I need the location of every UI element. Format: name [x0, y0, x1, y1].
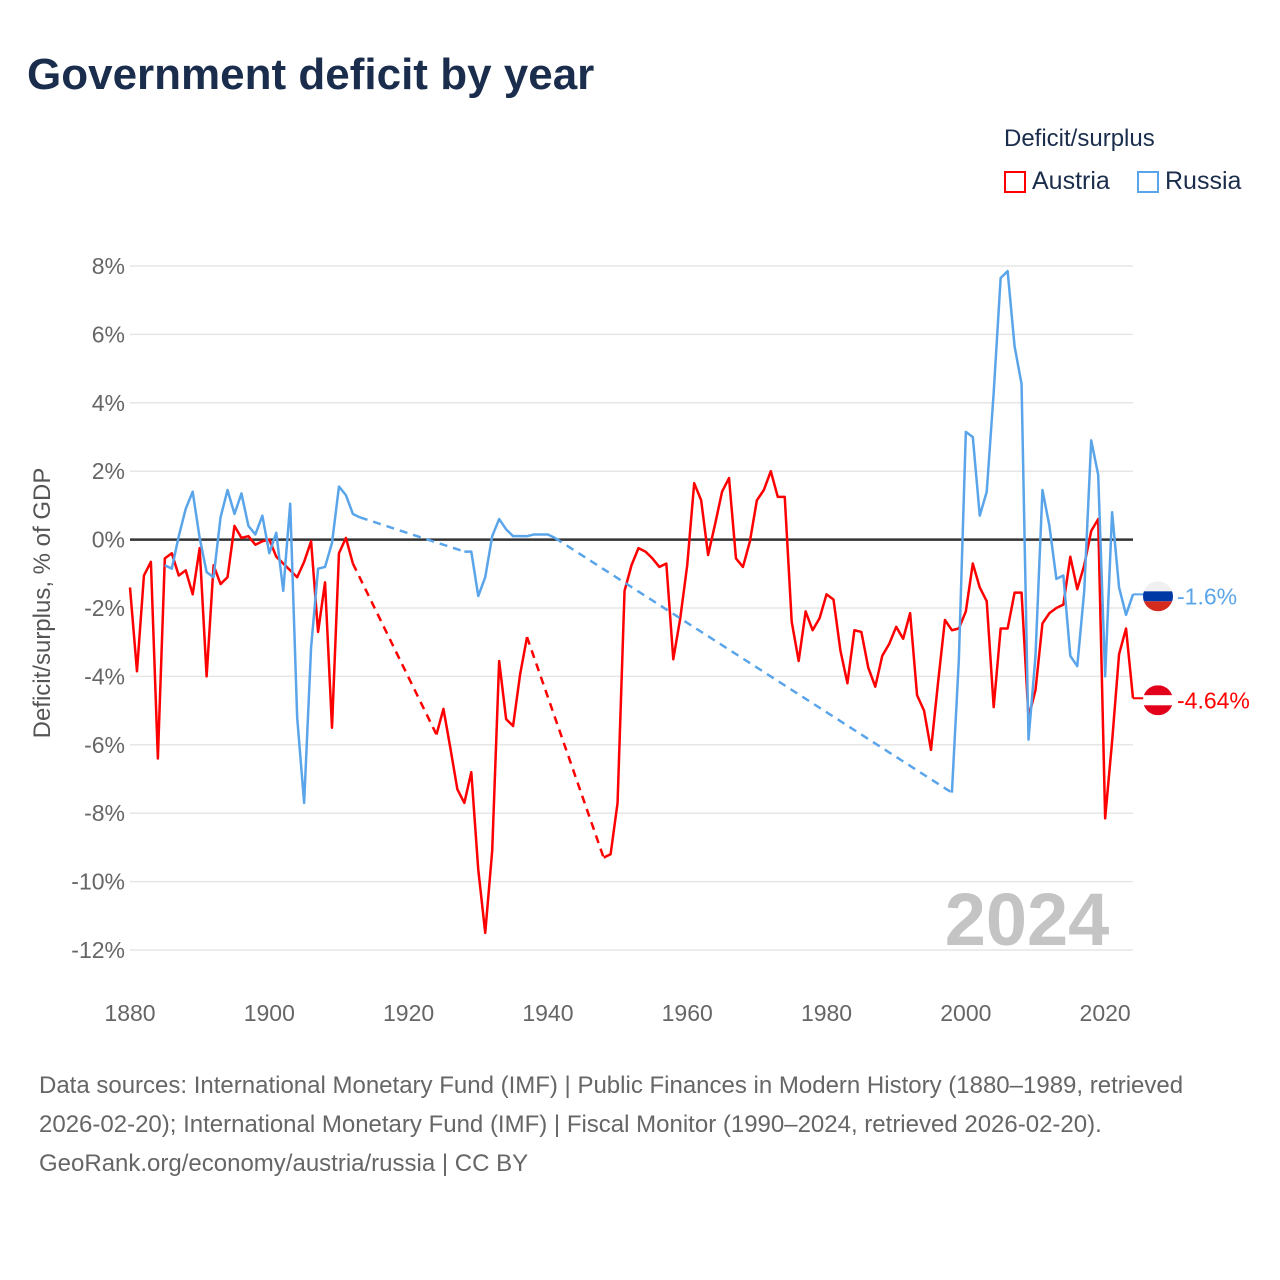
flag-russia-icon — [1143, 581, 1173, 612]
year-watermark: 2024 — [945, 878, 1110, 961]
x-tick-label: 1920 — [383, 1000, 434, 1026]
legend-title: Deficit/surplus — [1004, 125, 1155, 152]
x-tick-label: 1900 — [244, 1000, 295, 1026]
legend-label-russia: Russia — [1165, 167, 1242, 195]
y-tick-label: 8% — [92, 253, 125, 279]
series-line-austria — [603, 469, 1135, 859]
y-tick-label: -6% — [84, 732, 125, 758]
y-tick-label: -10% — [71, 869, 125, 895]
x-tick-label: 2000 — [940, 1000, 991, 1026]
series-gap-russia — [359, 516, 465, 553]
series-line-austria — [128, 524, 355, 760]
x-tick-label: 1960 — [662, 1000, 713, 1026]
series-line-austria — [435, 636, 529, 935]
y-tick-label: 0% — [92, 527, 125, 553]
legend-swatch-russia — [1137, 170, 1159, 193]
legend-item-russia[interactable]: Russia — [1137, 167, 1241, 196]
x-tick-label: 2020 — [1080, 1000, 1131, 1026]
series-line-russia — [164, 485, 361, 805]
end-label-austria: -4.64% — [1177, 687, 1250, 713]
chart-title: Government deficit by year — [27, 50, 595, 99]
y-tick-label: -12% — [71, 937, 125, 963]
y-tick-label: 6% — [92, 321, 125, 347]
series-gap-russia — [554, 536, 953, 794]
legend-item-austria[interactable]: Austria — [1004, 167, 1110, 196]
series-line-russia — [950, 269, 1135, 793]
series-gap-austria — [351, 562, 438, 736]
data-sources: Data sources: International Monetary Fun… — [39, 1072, 1184, 1138]
x-tick-label: 1980 — [801, 1000, 852, 1026]
legend-swatch-austria — [1004, 170, 1026, 193]
flag-stripe — [1143, 601, 1173, 612]
y-tick-label: 2% — [92, 458, 125, 484]
y-tick-label: -4% — [84, 663, 125, 689]
x-tick-label: 1880 — [104, 1000, 155, 1026]
flag-stripe — [1143, 685, 1173, 696]
end-label-russia: -1.6% — [1177, 583, 1237, 609]
series-line-russia — [464, 517, 556, 598]
y-axis-label: Deficit/surplus, % of GDP — [29, 468, 56, 739]
legend-label-austria: Austria — [1032, 167, 1110, 195]
flag-stripe — [1143, 591, 1173, 602]
y-tick-label: -8% — [84, 800, 125, 826]
series-gap-austria — [525, 636, 605, 859]
credit-link[interactable]: GeoRank.org/economy/austria/russia | CC … — [39, 1150, 529, 1177]
flag-stripe — [1143, 705, 1173, 716]
flag-austria-icon — [1143, 685, 1173, 716]
flag-stripe — [1143, 695, 1173, 706]
y-tick-label: -2% — [84, 595, 125, 621]
flag-stripe — [1143, 581, 1173, 592]
footer: Data sources: International Monetary Fun… — [39, 1066, 1239, 1183]
x-tick-label: 1940 — [522, 1000, 573, 1026]
y-tick-label: 4% — [92, 390, 125, 416]
